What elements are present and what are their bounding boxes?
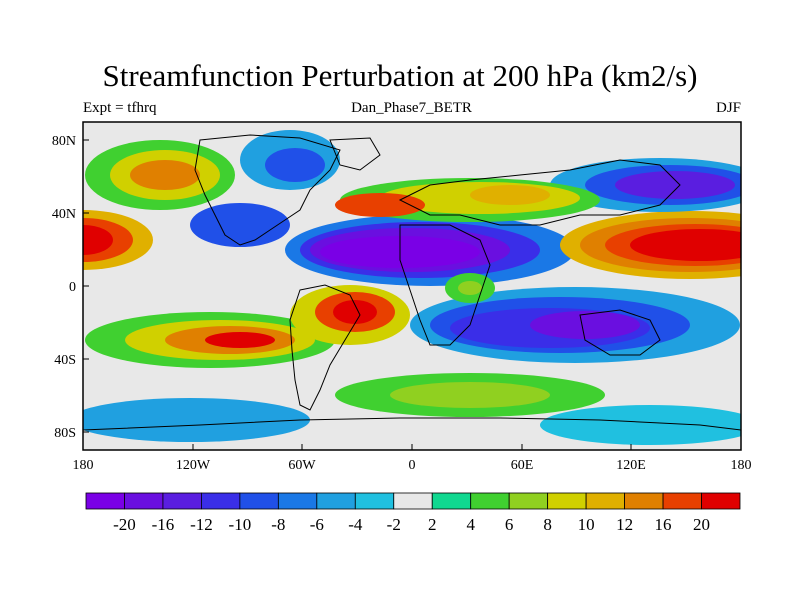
colorbar-label: 10 bbox=[578, 515, 595, 534]
x-tick-label: 60W bbox=[288, 458, 316, 473]
colorbar-label: -20 bbox=[113, 515, 136, 534]
colorbar-swatch bbox=[662, 492, 702, 510]
coastline-antarctica bbox=[83, 417, 741, 431]
colorbar-label: -8 bbox=[271, 515, 285, 534]
colorbar-swatch bbox=[585, 492, 625, 510]
contour-fields bbox=[83, 130, 741, 445]
coastline-australia bbox=[579, 309, 661, 356]
colorbar-label: 12 bbox=[616, 515, 633, 534]
colorbar-swatch bbox=[354, 492, 395, 510]
run-label: Dan_Phase7_BETR bbox=[351, 100, 472, 116]
season-label: DJF bbox=[715, 100, 741, 116]
colorbar: -20 -16 -12 -10 -8 -6 -4 -2 2 4 6 8 10 12 16 20 bbox=[85, 492, 741, 534]
y-tick-label: 40N bbox=[52, 207, 76, 222]
colorbar-label: -12 bbox=[190, 515, 213, 534]
x-tick-label: 120E bbox=[616, 458, 646, 473]
colorbar-swatch bbox=[547, 492, 587, 510]
coastlines bbox=[83, 134, 741, 431]
colorbar-label: 8 bbox=[543, 515, 552, 534]
colorbar-swatch bbox=[393, 492, 433, 510]
y-tick-label: 40S bbox=[54, 353, 76, 368]
contour-southern-neg bbox=[83, 398, 310, 442]
x-tick-label: 120W bbox=[176, 458, 211, 473]
colorbar-label: -2 bbox=[387, 515, 401, 534]
coastline-south-america bbox=[289, 284, 361, 411]
colorbar-swatch bbox=[124, 492, 164, 510]
colorbar-swatch bbox=[316, 492, 356, 510]
coastline-north-america bbox=[194, 134, 341, 246]
colorbar-swatch bbox=[277, 492, 318, 510]
colorbar-swatch bbox=[239, 492, 279, 510]
colorbar-label: 4 bbox=[466, 515, 475, 534]
x-tick-label: 0 bbox=[409, 458, 416, 473]
colorbar-label: -6 bbox=[310, 515, 324, 534]
colorbar-label: -10 bbox=[229, 515, 252, 534]
y-axis: 80N 40N 0 40S 80S bbox=[52, 134, 89, 441]
colorbar-swatch bbox=[201, 492, 241, 510]
y-tick-label: 80N bbox=[52, 134, 76, 149]
colorbar-swatch bbox=[470, 492, 510, 510]
x-tick-label: 60E bbox=[511, 458, 534, 473]
colorbar-label: 20 bbox=[693, 515, 710, 534]
colorbar-swatch bbox=[431, 492, 472, 510]
y-tick-label: 80S bbox=[54, 426, 76, 441]
coastline-greenland bbox=[329, 137, 381, 171]
map-plot-area bbox=[83, 122, 741, 450]
x-axis: 180 120W 60W 0 60E 120E 180 bbox=[73, 444, 752, 473]
coastline-africa bbox=[399, 224, 491, 346]
colorbar-label: 2 bbox=[428, 515, 437, 534]
colorbar-swatch bbox=[701, 492, 741, 510]
colorbar-label: 16 bbox=[655, 515, 672, 534]
colorbar-label: 6 bbox=[505, 515, 514, 534]
chart-title: Streamfunction Perturbation at 200 hPa (… bbox=[102, 58, 698, 93]
y-tick-label: 0 bbox=[69, 280, 76, 295]
x-tick-label: 180 bbox=[73, 458, 94, 473]
colorbar-swatch bbox=[624, 492, 664, 510]
colorbar-label: -16 bbox=[152, 515, 175, 534]
colorbar-swatch bbox=[508, 492, 549, 510]
experiment-label: Expt = tfhrq bbox=[83, 100, 157, 116]
x-tick-label: 180 bbox=[731, 458, 752, 473]
contour-gulf-neg bbox=[190, 203, 290, 247]
colorbar-swatch bbox=[162, 492, 202, 510]
colorbar-swatch bbox=[85, 492, 125, 510]
coastline-europe-asia bbox=[398, 159, 681, 226]
colorbar-label: -4 bbox=[348, 515, 363, 534]
